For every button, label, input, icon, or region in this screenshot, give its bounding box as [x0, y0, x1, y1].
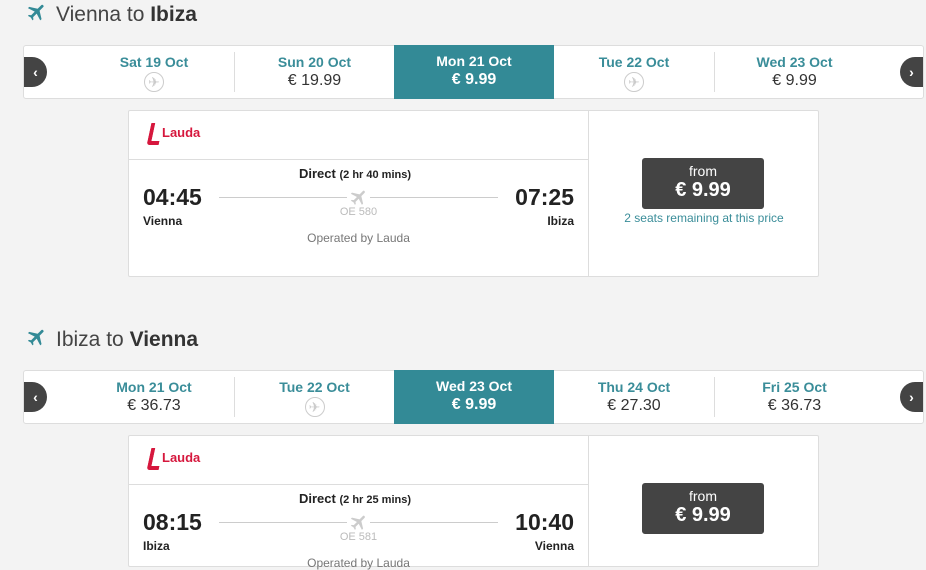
- date-option[interactable]: Wed 23 Oct € 9.99: [714, 52, 874, 92]
- no-flights-icon: ✈: [624, 72, 644, 92]
- date-option[interactable]: Tue 22 Oct ✈: [234, 377, 394, 417]
- next-dates-button[interactable]: ›: [900, 382, 923, 412]
- plane-icon: [26, 326, 48, 354]
- flight-number: OE 580: [339, 206, 378, 218]
- date-option[interactable]: Wed 23 Oct € 9.99: [394, 370, 554, 424]
- day-price: € 36.73: [127, 397, 181, 414]
- next-dates-button[interactable]: ›: [900, 57, 923, 87]
- departure-time: 08:15: [143, 509, 202, 535]
- flight-card: Lauda Direct (2 hr 40 mins) 04:45 Vienna…: [128, 110, 819, 277]
- date-option[interactable]: Mon 21 Oct € 9.99: [394, 45, 554, 99]
- day-date: Wed 23 Oct: [756, 54, 833, 70]
- airline-logo: Lauda: [146, 123, 200, 145]
- select-price-button[interactable]: from € 9.99: [642, 483, 764, 534]
- date-option[interactable]: Tue 22 Oct ✈: [554, 46, 714, 98]
- day-date: Thu 24 Oct: [597, 379, 671, 395]
- no-flights-icon: ✈: [144, 72, 164, 92]
- seats-remaining: 2 seats remaining at this price: [624, 211, 784, 225]
- no-flights-icon: ✈: [304, 397, 325, 417]
- day-price: € 9.99: [451, 396, 497, 413]
- plane-icon: [349, 512, 369, 536]
- date-carousel: ‹ Mon 21 Oct € 36.73 Tue 22 Oct ✈ Wed 23 Oct…: [23, 370, 924, 424]
- date-option[interactable]: Sun 20 Oct € 19.99: [234, 52, 394, 92]
- arrival-time: 10:40: [515, 509, 574, 535]
- select-price-button[interactable]: from € 9.99: [642, 158, 764, 209]
- operated-by: Operated by Lauda: [307, 231, 410, 245]
- flight-number: OE 581: [339, 531, 378, 543]
- day-date: Mon 21 Oct: [436, 53, 512, 69]
- day-date: Tue 22 Oct: [279, 379, 350, 395]
- flight-type: Direct (2 hr 40 mins): [299, 166, 412, 181]
- day-date: Fri 25 Oct: [762, 379, 827, 395]
- date-option[interactable]: Thu 24 Oct € 27.30: [554, 371, 714, 423]
- date-option[interactable]: Fri 25 Oct € 36.73: [714, 377, 874, 417]
- date-option[interactable]: Sat 19 Oct ✈: [74, 46, 234, 98]
- day-date: Mon 21 Oct: [116, 379, 192, 395]
- route-title: Ibiza to Vienna: [26, 326, 198, 354]
- day-date: Sat 19 Oct: [119, 54, 189, 70]
- prev-dates-button[interactable]: ‹: [24, 57, 47, 87]
- departure-city: Ibiza: [143, 539, 170, 553]
- day-price: € 19.99: [287, 72, 342, 89]
- arrival-city: Vienna: [534, 539, 574, 553]
- flight-card: Lauda Direct (2 hr 25 mins) 08:15 Ibiza …: [128, 435, 819, 570]
- day-price: € 27.30: [607, 397, 661, 414]
- date-carousel: ‹ Sat 19 Oct ✈ Sun 20 Oct € 19.99 Mon 21 Oct…: [23, 45, 924, 99]
- airline-logo: Lauda: [146, 448, 200, 470]
- day-date: Sun 20 Oct: [277, 54, 352, 70]
- prev-dates-button[interactable]: ‹: [24, 382, 47, 412]
- day-price: € 9.99: [451, 71, 497, 88]
- date-option[interactable]: Mon 21 Oct € 36.73: [74, 371, 234, 423]
- plane-icon: [349, 187, 369, 211]
- departure-city: Vienna: [143, 214, 183, 228]
- day-price: € 36.73: [767, 397, 822, 414]
- departure-time: 04:45: [143, 184, 202, 210]
- route-title: Vienna to Ibiza: [26, 1, 197, 29]
- day-date: Tue 22 Oct: [598, 54, 670, 70]
- arrival-time: 07:25: [515, 184, 574, 210]
- day-price: € 9.99: [772, 72, 817, 89]
- plane-icon: [26, 1, 48, 29]
- operated-by: Operated by Lauda: [307, 556, 410, 570]
- day-date: Wed 23 Oct: [436, 378, 512, 394]
- flight-type: Direct (2 hr 25 mins): [299, 491, 412, 506]
- arrival-city: Ibiza: [547, 214, 574, 228]
